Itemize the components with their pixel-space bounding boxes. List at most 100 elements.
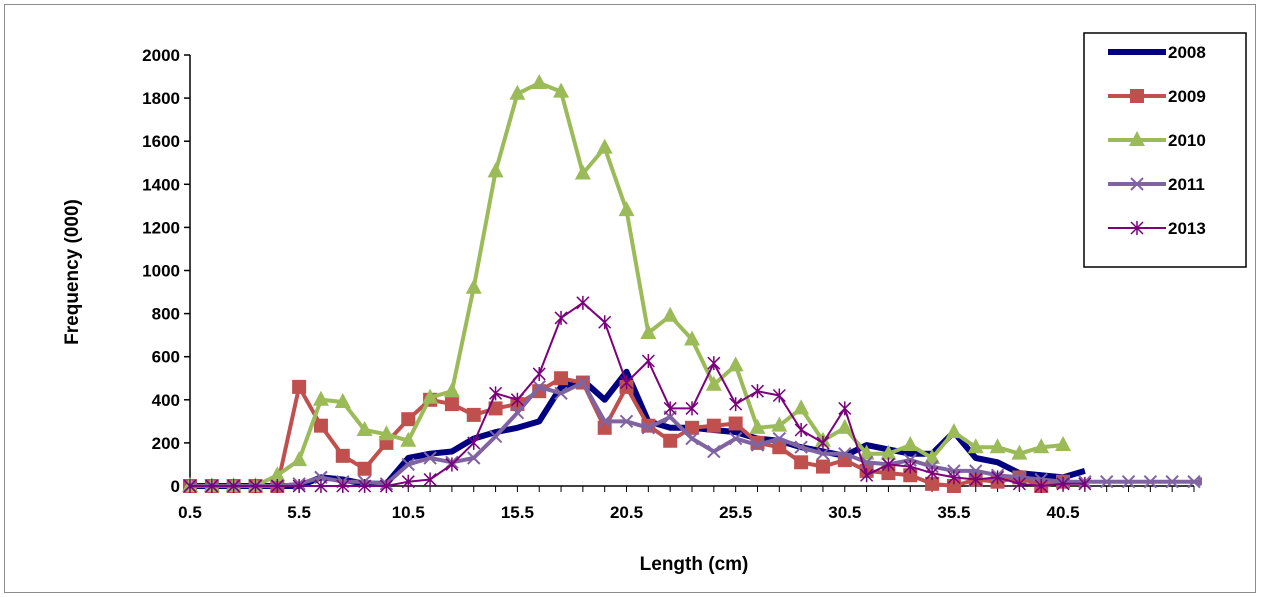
data-point [423,451,437,465]
y-tick-label: 1000 [142,262,180,281]
data-point [510,406,525,420]
y-tick-label: 1200 [142,218,180,237]
data-point [227,479,241,493]
y-tick-label: 0 [171,477,180,496]
data-point [597,414,612,429]
data-point [967,438,984,454]
data-point [707,356,721,371]
y-tick-label: 400 [152,391,180,410]
data-point [467,451,481,465]
legend-item-2008: 2008 [1108,43,1206,62]
data-point [574,164,591,180]
data-point [531,74,548,90]
data-point [947,470,961,485]
legend-item-2010: 2010 [1108,131,1206,150]
data-point [685,431,699,446]
data-point [312,390,329,406]
data-point [903,468,918,483]
data-point [445,457,459,472]
data-point [334,392,351,408]
data-point [313,418,328,433]
data-point [816,435,830,450]
data-point [991,470,1005,485]
data-point [705,375,722,391]
data-point [969,472,983,487]
data-point [554,310,568,325]
legend-item-2011: 2011 [1108,175,1205,194]
data-point [794,455,809,470]
data-point [640,323,657,339]
data-point [270,479,284,493]
data-point [401,457,415,472]
tick-labels: 0 200 400 600 800 1000 1200 1400 1600 1800 2000 0.5… [142,46,1079,522]
data-point [183,479,197,493]
data-point [641,421,656,435]
legend-label: 2013 [1168,219,1206,238]
legend-marker [1129,131,1145,146]
series-2013 [183,295,1092,493]
data-point [750,435,765,450]
x-tick-label: 10.5 [392,503,425,522]
data-point [662,306,679,322]
y-tick-label: 1800 [142,89,180,108]
data-point [836,418,853,434]
data-point [858,444,875,460]
legend-marker [1130,89,1144,103]
series-layer [182,74,1202,493]
legend-label: 2008 [1168,43,1206,62]
data-point [596,138,613,154]
data-point [248,479,263,493]
data-point [379,479,393,493]
y-tick-label: 1400 [142,175,180,194]
data-point [422,388,439,404]
data-point [465,278,482,294]
data-point [358,479,372,493]
data-point [443,382,460,398]
data-point [356,420,373,436]
data-point [488,401,503,416]
data-point [1056,476,1070,491]
y-tick-label: 1600 [142,132,180,151]
data-point [838,446,852,461]
data-point [554,386,568,401]
y-axis-title: Frequency (000) [62,199,83,345]
data-point [554,371,569,386]
legend-item-2009: 2009 [1108,87,1206,106]
data-point [488,429,503,444]
data-point [292,479,306,493]
data-point [1034,479,1048,493]
data-point [510,392,524,407]
data-point [685,420,699,435]
data-point [793,399,810,415]
data-point [487,162,504,178]
data-point [794,422,808,437]
x-tick-label: 35.5 [937,503,970,522]
data-point [727,356,744,372]
x-tick-label: 20.5 [610,503,643,522]
data-point [925,476,940,491]
data-point [749,418,766,434]
data-point [750,438,765,452]
x-tick-label: 15.5 [501,503,534,522]
data-point [576,295,590,310]
data-point [706,418,721,433]
data-point [576,375,590,390]
x-tick-label: 40.5 [1046,503,1079,522]
legend: 2008 2009 2010 2011 2013 [1083,32,1247,268]
data-point [729,397,743,412]
data-point [989,438,1006,454]
data-point [772,431,787,446]
data-point [269,466,286,482]
data-point [467,435,481,450]
data-point [902,436,919,452]
data-point [772,388,786,403]
data-point [205,479,219,493]
data-point [378,425,395,441]
data-point [663,433,678,448]
data-point [532,380,546,394]
data-point [684,330,700,346]
data-point [335,448,350,463]
data-point [924,448,941,464]
data-point [816,446,830,461]
